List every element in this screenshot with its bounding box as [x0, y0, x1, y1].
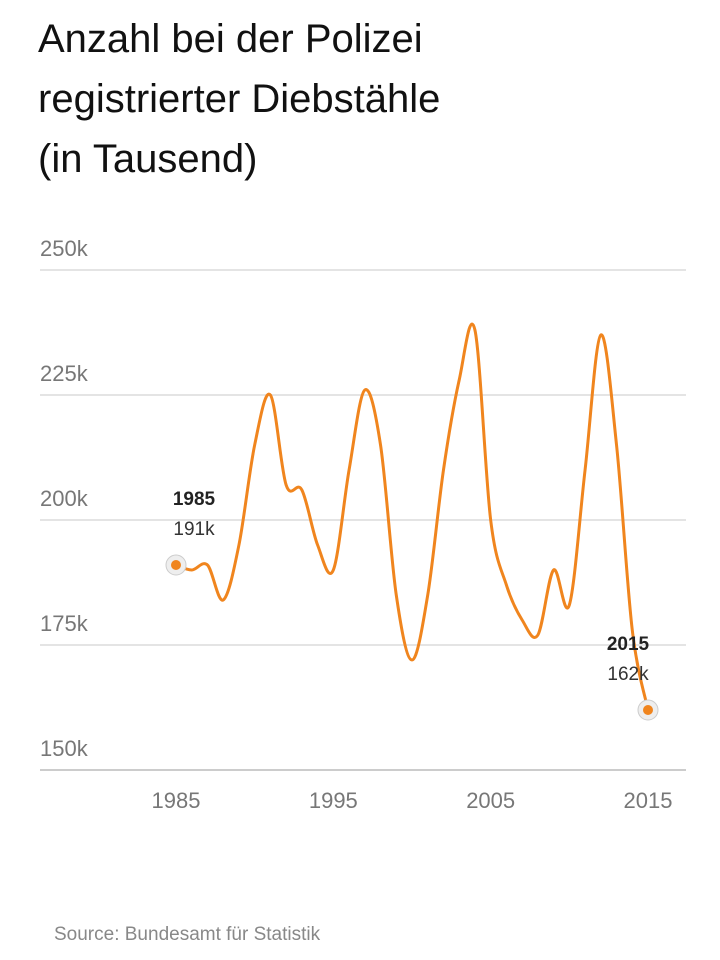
x-tick-label: 1995	[309, 788, 358, 813]
annotation-label: 191k	[173, 519, 215, 540]
point	[171, 560, 181, 570]
chart-title: registrierter Diebstähle	[38, 77, 440, 121]
y-tick-label: 150k	[40, 736, 89, 761]
y-tick-label: 175k	[40, 611, 89, 636]
y-tick-label: 200k	[40, 486, 89, 511]
y-tick-label: 250k	[40, 236, 89, 261]
chart-title: (in Tausend)	[38, 137, 257, 181]
line	[175, 322, 650, 711]
y-tick-label: 225k	[40, 361, 89, 386]
source: Source: Bundesamt für Statistik	[54, 924, 321, 945]
x-tick-label: 2015	[624, 788, 673, 813]
point	[643, 705, 653, 715]
annotation-year: 2015	[607, 634, 650, 655]
annotation-year: 1985	[173, 489, 216, 510]
chart-title: Anzahl bei der Polizei	[38, 17, 423, 61]
annotation-label: 162k	[607, 664, 649, 685]
x-tick-label: 1985	[152, 788, 201, 813]
x-tick-label: 2005	[466, 788, 515, 813]
